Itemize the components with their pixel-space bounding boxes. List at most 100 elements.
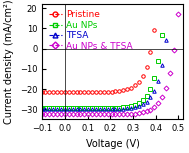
Pristine (60, 91, 62, 93)
TFSA (56, 108, 58, 110)
Au NPs (36, 107, 39, 109)
Au NPs (153, 77, 156, 79)
Au NPs & TFSA (145, 110, 148, 112)
Pristine (153, 29, 156, 31)
TFSA (91, 108, 93, 110)
Au NPs (110, 107, 113, 109)
Au NPs (157, 60, 159, 62)
Pristine (56, 91, 58, 93)
Pristine (71, 91, 74, 93)
Au NPs & TFSA (114, 113, 117, 115)
TFSA (114, 108, 117, 110)
Y-axis label: Current density (mA/cm²): Current density (mA/cm²) (4, 0, 14, 124)
Au NPs (87, 107, 89, 109)
Pristine (83, 91, 85, 93)
TFSA (126, 108, 128, 109)
Au NPs & TFSA (157, 102, 159, 104)
TFSA (145, 101, 148, 103)
Au NPs (48, 107, 50, 109)
Pristine (103, 91, 105, 93)
Pristine (87, 91, 89, 93)
TFSA (79, 108, 82, 110)
Au NPs (68, 107, 70, 109)
Au NPs (79, 107, 82, 109)
Au NPs (64, 107, 66, 109)
Au NPs (99, 107, 101, 109)
Pristine (110, 91, 113, 93)
Au NPs (142, 99, 144, 101)
Au NPs (75, 107, 78, 109)
Au NPs & TFSA (110, 113, 113, 115)
Pristine (48, 91, 50, 93)
TFSA (95, 108, 97, 110)
Au NPs & TFSA (142, 112, 144, 113)
TFSA (149, 97, 152, 98)
Au NPs & TFSA (122, 113, 124, 115)
Au NPs (138, 102, 140, 104)
Pristine (118, 90, 120, 92)
Au NPs (83, 107, 85, 109)
Line: TFSA: TFSA (36, 38, 168, 111)
Au NPs & TFSA (95, 113, 97, 115)
TFSA (64, 108, 66, 110)
Au NPs & TFSA (71, 113, 74, 115)
Legend: Pristine, Au NPs, TFSA, Au NPs & TFSA: Pristine, Au NPs, TFSA, Au NPs & TFSA (47, 9, 134, 52)
Au NPs & TFSA (83, 113, 85, 115)
Au NPs (56, 107, 58, 109)
TFSA (40, 108, 43, 110)
Au NPs & TFSA (165, 87, 167, 89)
Pristine (40, 91, 43, 93)
Au NPs & TFSA (173, 49, 175, 51)
Au NPs (40, 107, 43, 109)
Au NPs (130, 105, 132, 107)
Pristine (68, 91, 70, 93)
Au NPs & TFSA (64, 113, 66, 115)
Au NPs & TFSA (161, 96, 163, 98)
TFSA (130, 107, 132, 109)
TFSA (110, 108, 113, 110)
TFSA (142, 103, 144, 105)
TFSA (134, 106, 136, 108)
Pristine (138, 81, 140, 82)
TFSA (71, 108, 74, 110)
Au NPs & TFSA (169, 72, 171, 74)
TFSA (99, 108, 101, 110)
Au NPs & TFSA (126, 113, 128, 115)
Pristine (99, 91, 101, 93)
Au NPs (118, 107, 120, 109)
Au NPs & TFSA (99, 113, 101, 115)
TFSA (75, 108, 78, 110)
Au NPs (44, 107, 46, 109)
Pristine (52, 91, 54, 93)
Au NPs & TFSA (130, 113, 132, 115)
Au NPs & TFSA (91, 113, 93, 115)
Au NPs (145, 95, 148, 97)
Au NPs (122, 106, 124, 108)
Au NPs (107, 107, 109, 109)
Au NPs & TFSA (40, 113, 43, 115)
Au NPs (161, 34, 163, 36)
TFSA (103, 108, 105, 110)
Au NPs & TFSA (177, 13, 179, 15)
TFSA (153, 90, 156, 92)
TFSA (44, 108, 46, 110)
Pristine (75, 91, 78, 93)
Au NPs & TFSA (118, 113, 120, 115)
TFSA (122, 108, 124, 110)
TFSA (161, 64, 163, 66)
Au NPs & TFSA (44, 113, 46, 115)
TFSA (52, 108, 54, 110)
TFSA (157, 80, 159, 82)
Au NPs & TFSA (107, 113, 109, 115)
Pristine (36, 91, 39, 93)
Pristine (91, 91, 93, 93)
TFSA (68, 108, 70, 110)
Pristine (79, 91, 82, 93)
Au NPs & TFSA (149, 109, 152, 111)
Pristine (130, 87, 132, 89)
Line: Au NPs & TFSA: Au NPs & TFSA (36, 12, 179, 116)
Au NPs & TFSA (60, 113, 62, 115)
Pristine (149, 51, 152, 53)
Pristine (122, 89, 124, 91)
Au NPs (91, 107, 93, 109)
